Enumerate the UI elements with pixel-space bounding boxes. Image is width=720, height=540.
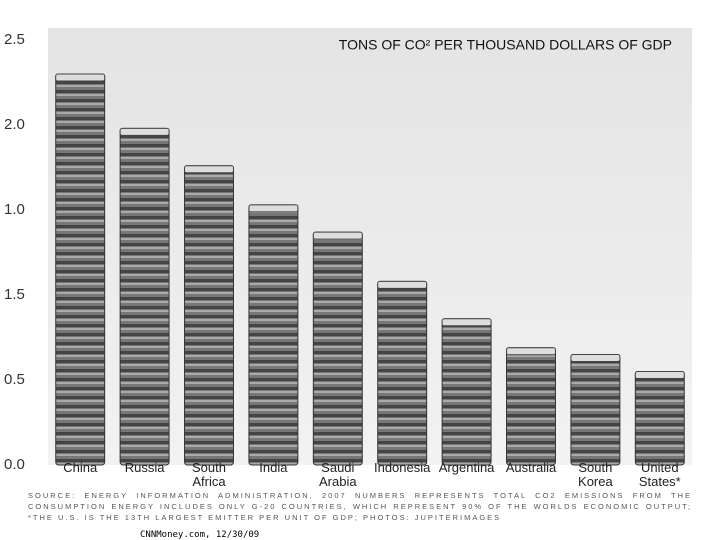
y-tick-label: 2.5 [4, 31, 25, 48]
bar [377, 280, 428, 466]
y-tick-label: 1.0 [4, 201, 25, 218]
chart-title: TONS OF CO² PER THOUSAND DOLLARS OF GDP [339, 37, 672, 53]
x-tick-label: Indonesia [373, 460, 431, 475]
source-note: SOURCE: ENERGY INFORMATION ADMINISTRATIO… [28, 491, 692, 522]
x-tick-label: Russia [124, 460, 165, 475]
y-tick-label: 0.0 [4, 456, 25, 473]
bar [570, 354, 621, 466]
y-tick-label: 2.0 [4, 116, 25, 133]
x-tick-label: Argentina [438, 460, 495, 475]
bar-cap [55, 73, 106, 82]
credit: CNNMoney.com, 12/30/09 [140, 530, 260, 540]
bar-cap [441, 318, 492, 327]
bar-cap [312, 231, 363, 240]
bar [184, 165, 234, 466]
bar [119, 127, 170, 466]
bar [55, 73, 106, 466]
bar-cap [377, 280, 428, 289]
bar-cap [119, 127, 170, 136]
x-tick-label: Saudi Arabia [319, 460, 357, 489]
bar [248, 204, 299, 466]
x-tick-label: South Africa [192, 460, 226, 489]
x-tick-label: United States* [638, 460, 681, 489]
bar-cap [570, 354, 621, 362]
y-tick-label: 1.5 [4, 286, 25, 303]
y-tick-label: 0.5 [4, 371, 25, 388]
bar [506, 347, 556, 466]
bar-cap [248, 204, 299, 213]
x-tick-label: Australia [505, 460, 557, 475]
x-tick-label: South Korea [578, 460, 613, 489]
bar-cap [506, 347, 556, 356]
bar [441, 318, 492, 466]
x-tick-label: China [63, 460, 98, 475]
bar [312, 231, 363, 466]
bar [634, 371, 685, 466]
bar-cap [184, 165, 234, 174]
x-tick-label: India [259, 460, 288, 475]
bar-cap [634, 371, 685, 379]
